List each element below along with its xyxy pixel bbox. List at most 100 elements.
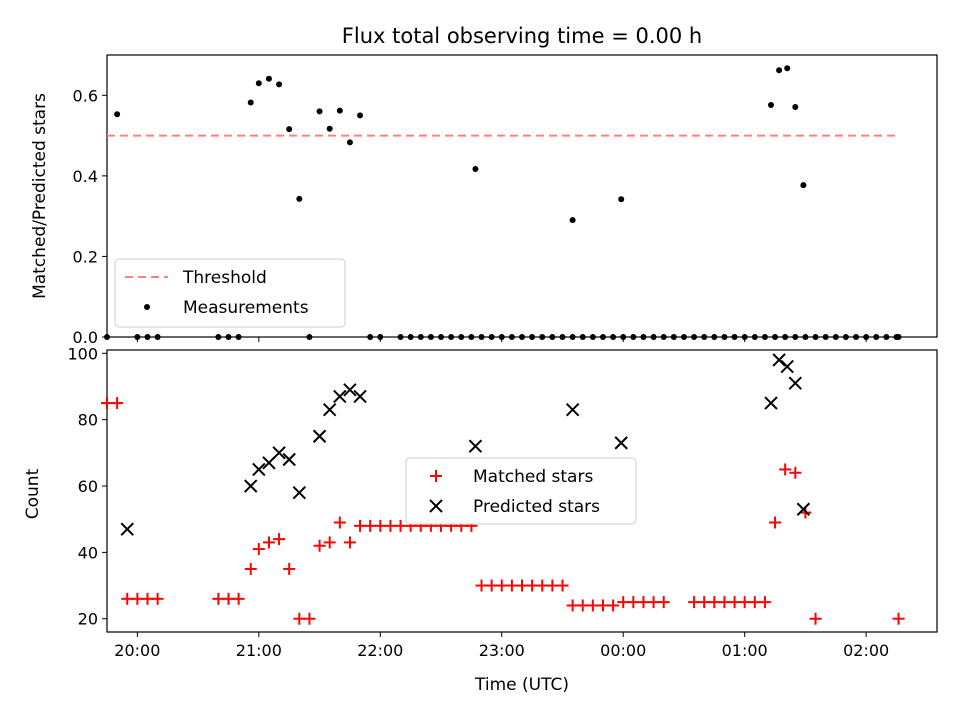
matched-star-point [212,592,225,605]
predicted-star-point [614,436,628,450]
matched-star-point [232,592,245,605]
matched-star-point [293,612,306,625]
measurement-point [721,334,728,340]
measurement-point [438,334,445,340]
measurement-point [316,108,323,115]
predicted-legend-label: Predicted stars [473,497,600,517]
matched-star-point [394,519,407,532]
measurement-point [873,334,880,340]
x-stroke-2 [312,429,327,443]
matched-star-point [738,596,751,609]
matched-star-point [758,596,771,609]
matched-star-point [617,596,630,609]
matched-star-point [536,579,549,592]
measurement-point [255,80,262,87]
x-stroke-2 [252,462,266,477]
measurement-point [782,334,789,340]
measurement-point [134,334,141,340]
predicted-star-point [772,353,786,367]
measurement-point [498,334,505,340]
x-stroke-2 [353,389,367,404]
matched-star-point [769,516,782,529]
measurement-point [822,334,829,340]
bottom-legend: Matched stars Predicted stars [405,457,637,525]
measurement-point [286,126,293,133]
matched-star-point [485,579,498,592]
matched-star-point [779,463,792,476]
matched-star-point [313,539,326,552]
measurement-point [508,334,515,340]
measurement-point [276,81,283,88]
x-stroke-2 [468,439,483,453]
measurement-point [701,334,708,340]
x-stroke-2 [120,522,134,536]
measurement-point [731,334,738,340]
measurement-point [519,334,525,340]
matched-star-point [809,612,822,625]
measurement-point [154,334,161,340]
matched-star-point [576,599,589,612]
matched-star-point [475,579,488,592]
measurement-point [367,334,374,340]
measurement-point [792,103,799,110]
y-tick-label: 100 [67,344,98,363]
measurement-point [620,334,627,340]
measurement-point [326,125,333,132]
predicted-star-point [565,403,580,417]
measurement-point [114,111,121,118]
predicted-star-point [120,522,134,536]
measurement-point [895,334,902,340]
measurement-point [618,196,625,203]
y-tick-label: 80 [78,411,98,430]
measurement-point [650,334,657,340]
measurement-point [448,334,455,340]
measurement-point [589,334,596,340]
measurement-point [235,334,242,340]
y-tick-label: 0.6 [73,86,98,105]
x-stroke-2 [343,383,357,397]
matched-star-point [505,579,518,592]
x-tick-label: 22:00 [357,641,403,660]
predicted-star-point [353,389,367,404]
x-stroke-2 [272,446,286,460]
measurement-point [247,99,254,106]
matched-star-point [637,596,650,609]
matched-star-point [303,612,316,625]
predicted-star-point [333,389,347,404]
x-stroke-2 [772,353,786,367]
matched-star-point [748,596,761,609]
matched-star-point [333,516,346,529]
measurement-point [296,195,303,202]
matched-star-point [273,533,286,546]
matched-star-point [283,562,296,575]
measurement-point [832,334,839,340]
matched-star-point [556,579,569,592]
top-legend-box [114,258,346,328]
matched-star-point [244,562,257,575]
matched-star-point [526,579,539,592]
x-tick-label: 21:00 [236,641,282,660]
matched-star-point [101,397,113,410]
y-tick-label: 20 [78,610,98,629]
matched-star-point [586,599,599,612]
matched-star-point [343,536,356,549]
x-stroke-2 [282,452,296,467]
measurement-point [792,334,799,340]
measurement-point [579,334,586,340]
measurement-point [336,107,343,114]
matched-star-point [121,592,134,605]
matched-star-point [323,536,336,549]
measurement-point [539,334,546,340]
predicted-star-point [262,456,276,470]
measurement-point [812,334,819,340]
matched-star-point [892,612,905,625]
x-stroke-2 [244,479,258,493]
matched-star-point [627,596,640,609]
y-tick-label: 40 [78,543,98,562]
y-tick-label: 0.0 [73,328,98,347]
chart-title: Flux total observing time = 0.00 h [342,24,702,48]
measurement-point [670,334,677,340]
bottom-legend-box [405,457,637,525]
y-tick-label: 0.2 [73,247,98,266]
